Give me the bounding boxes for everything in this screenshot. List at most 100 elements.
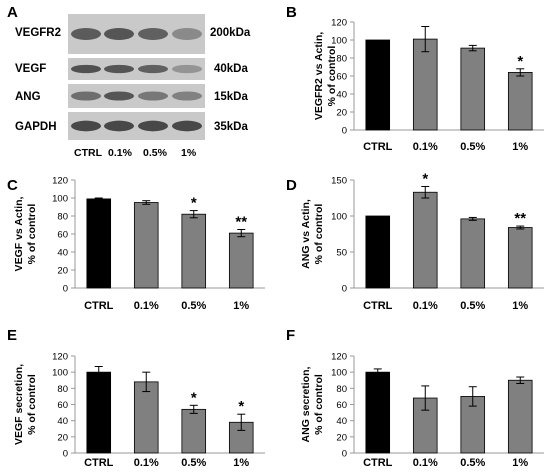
y-axis-label: % of control <box>26 204 38 265</box>
x-category-label: 0.5% <box>460 300 485 312</box>
x-category-label: CTRL <box>84 457 114 469</box>
chart-panel-d: 0 50 100 150 ANG vs Actin,% of control CTRL * 0… <box>300 170 544 312</box>
y-tick-label: 40 <box>336 90 347 101</box>
chart-panel-e: 0 20 40 60 80 100 120 VEGF secretion,% of contr… <box>13 352 265 469</box>
x-category-label: CTRL <box>84 300 114 312</box>
y-axis-label: % of control <box>313 374 325 435</box>
bar-1pct <box>228 232 254 289</box>
y-axis-label: VEGF vs Actin, <box>13 196 25 271</box>
blot-protein-vegf: VEGF <box>15 63 46 75</box>
y-tick-label: 0 <box>342 284 347 295</box>
x-category-label: 0.5% <box>181 300 206 312</box>
y-axis-label: % of control <box>313 204 325 265</box>
significance-marker: * <box>517 53 523 70</box>
blot-band <box>71 120 101 132</box>
bar-0-5pct <box>181 408 207 454</box>
bar-1pct <box>507 379 533 454</box>
panel-label-d: D <box>286 177 297 194</box>
blot-protein-ang: ANG <box>15 91 41 103</box>
blot-band <box>71 28 101 40</box>
blot-band <box>104 91 134 101</box>
x-category-label: 1% <box>512 141 528 153</box>
y-tick-label: 80 <box>336 54 347 65</box>
y-tick-label: 0 <box>342 126 347 137</box>
y-tick-label: 40 <box>336 416 347 427</box>
blot-size-200kda: 200kDa <box>210 27 251 39</box>
panel-label-f: F <box>286 327 295 344</box>
blot-band <box>104 64 134 74</box>
y-axis-label: % of control <box>26 374 38 435</box>
bar-0-5pct <box>181 213 207 289</box>
x-category-label: 0.1% <box>134 300 159 312</box>
significance-marker: * <box>191 195 197 212</box>
x-category-label: 0.1% <box>413 141 438 153</box>
blot-protein-vegfr2: VEGFR2 <box>15 27 61 39</box>
bar-ctrl <box>365 215 391 289</box>
blot-band <box>172 64 202 74</box>
western-blot: VEGFR2 VEGF ANG GAPDH 200kDa 40kDa 15kDa… <box>15 14 251 159</box>
x-category-label: 0.1% <box>413 457 438 469</box>
x-category-label: CTRL <box>363 457 393 469</box>
y-tick-label: 100 <box>52 368 68 379</box>
x-category-label: 0.5% <box>460 457 485 469</box>
bar-0-1pct <box>412 38 438 131</box>
y-tick-label: 0 <box>63 284 68 295</box>
y-tick-label: 0 <box>342 449 347 460</box>
blot-band <box>138 91 168 101</box>
y-axis-label: ANG vs Actin, <box>300 199 312 269</box>
blot-size-35kda: 35kDa <box>214 121 248 133</box>
blot-band <box>138 64 168 74</box>
significance-marker: ** <box>235 214 247 231</box>
x-category-label: CTRL <box>363 300 393 312</box>
y-tick-label: 120 <box>331 18 347 29</box>
y-axis-label: VEGF secretion, <box>13 364 25 445</box>
bar-1pct <box>507 72 533 131</box>
y-tick-label: 20 <box>336 108 347 119</box>
y-tick-label: 20 <box>57 266 68 277</box>
y-tick-label: 120 <box>331 352 347 363</box>
blot-size-40kda: 40kDa <box>214 63 248 75</box>
x-category-label: 1% <box>512 300 528 312</box>
x-category-label: 0.5% <box>181 457 206 469</box>
bar-0-1pct <box>133 381 159 454</box>
blot-band <box>172 91 202 101</box>
bar-ctrl <box>365 371 391 454</box>
bar-0-5pct <box>460 218 486 289</box>
significance-marker: * <box>238 398 244 415</box>
y-tick-label: 40 <box>57 416 68 427</box>
bar-0-1pct <box>133 202 159 289</box>
blot-band <box>104 120 134 132</box>
bar-0-5pct <box>460 47 486 131</box>
significance-marker: * <box>191 389 197 406</box>
blot-lane-1: 1% <box>181 147 197 159</box>
y-tick-label: 60 <box>336 72 347 83</box>
blot-band <box>172 28 202 40</box>
significance-marker: * <box>422 170 428 187</box>
blot-size-15kda: 15kDa <box>214 91 248 103</box>
y-tick-label: 80 <box>57 212 68 223</box>
panel-label-b: B <box>286 4 297 21</box>
y-tick-label: 60 <box>57 230 68 241</box>
y-tick-label: 60 <box>57 400 68 411</box>
y-tick-label: 100 <box>331 36 347 47</box>
x-category-label: 1% <box>512 457 528 469</box>
x-category-label: 0.1% <box>134 457 159 469</box>
y-tick-label: 80 <box>336 384 347 395</box>
y-tick-label: 100 <box>331 212 347 223</box>
y-tick-label: 40 <box>57 248 68 259</box>
y-tick-label: 80 <box>57 384 68 395</box>
blot-band <box>71 64 101 74</box>
y-tick-label: 120 <box>52 176 68 187</box>
blot-band <box>138 28 168 40</box>
panel-label-a: A <box>7 4 18 21</box>
x-category-label: 1% <box>233 300 249 312</box>
chart-panel-c: 0 20 40 60 80 100 120 VEGF vs Actin,% of contro… <box>13 176 265 312</box>
blot-band <box>71 91 101 101</box>
bar-1pct <box>507 227 533 289</box>
y-tick-label: 60 <box>336 400 347 411</box>
y-axis-label: ANG secretion, <box>300 366 312 442</box>
y-tick-label: 20 <box>57 432 68 443</box>
y-tick-label: 20 <box>336 432 347 443</box>
